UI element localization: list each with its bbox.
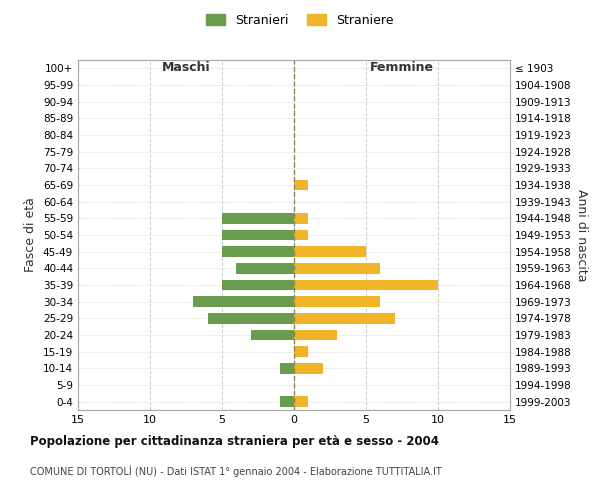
Bar bbox=[236, 263, 294, 274]
Bar bbox=[294, 346, 308, 357]
Bar bbox=[294, 230, 308, 240]
Bar bbox=[222, 280, 294, 290]
Text: Maschi: Maschi bbox=[161, 61, 211, 74]
Bar bbox=[222, 246, 294, 257]
Bar bbox=[280, 363, 294, 374]
Bar bbox=[294, 213, 308, 224]
Text: Popolazione per cittadinanza straniera per età e sesso - 2004: Popolazione per cittadinanza straniera p… bbox=[30, 435, 439, 448]
Bar bbox=[193, 296, 294, 307]
Bar bbox=[294, 363, 323, 374]
Bar bbox=[294, 263, 380, 274]
Bar bbox=[280, 396, 294, 407]
Bar bbox=[294, 313, 395, 324]
Bar bbox=[222, 230, 294, 240]
Bar bbox=[294, 246, 366, 257]
Bar bbox=[294, 296, 380, 307]
Y-axis label: Fasce di età: Fasce di età bbox=[25, 198, 37, 272]
Bar bbox=[222, 213, 294, 224]
Bar bbox=[208, 313, 294, 324]
Text: Femmine: Femmine bbox=[370, 61, 434, 74]
Bar bbox=[294, 280, 438, 290]
Bar bbox=[251, 330, 294, 340]
Bar bbox=[294, 330, 337, 340]
Text: COMUNE DI TORTOLÌ (NU) - Dati ISTAT 1° gennaio 2004 - Elaborazione TUTTITALIA.IT: COMUNE DI TORTOLÌ (NU) - Dati ISTAT 1° g… bbox=[30, 465, 442, 477]
Bar bbox=[294, 396, 308, 407]
Y-axis label: Anni di nascita: Anni di nascita bbox=[575, 188, 588, 281]
Bar bbox=[294, 180, 308, 190]
Legend: Stranieri, Straniere: Stranieri, Straniere bbox=[202, 8, 398, 32]
